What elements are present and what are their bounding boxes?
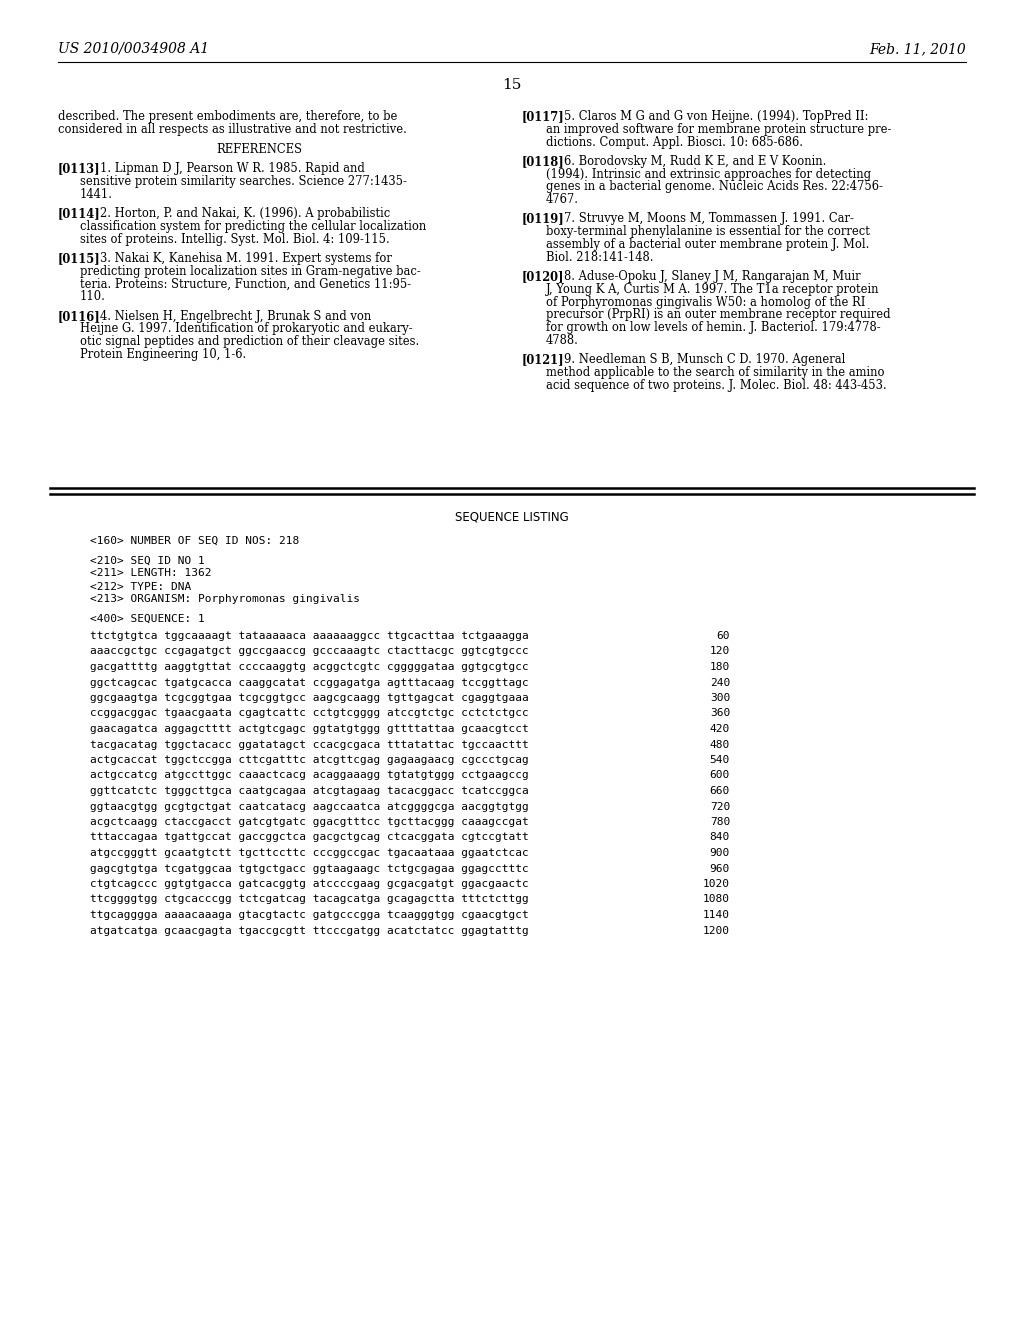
Text: US 2010/0034908 A1: US 2010/0034908 A1	[58, 42, 209, 55]
Text: [0119]: [0119]	[522, 213, 565, 226]
Text: 840: 840	[710, 833, 730, 842]
Text: 8. Aduse-Opoku J, Slaney J M, Rangarajan M, Muir: 8. Aduse-Opoku J, Slaney J M, Rangarajan…	[564, 271, 860, 282]
Text: 7. Struvye M, Moons M, Tommassen J. 1991. Car-: 7. Struvye M, Moons M, Tommassen J. 1991…	[564, 213, 854, 226]
Text: 9. Needleman S B, Munsch C D. 1970. Ageneral: 9. Needleman S B, Munsch C D. 1970. Agen…	[564, 354, 846, 366]
Text: ccggacggac tgaacgaata cgagtcattc cctgtcgggg atccgtctgc cctctctgcc: ccggacggac tgaacgaata cgagtcattc cctgtcg…	[90, 709, 528, 718]
Text: 4. Nielsen H, Engelbrecht J, Brunak S and von: 4. Nielsen H, Engelbrecht J, Brunak S an…	[100, 310, 372, 322]
Text: ggcgaagtga tcgcggtgaa tcgcggtgcc aagcgcaagg tgttgagcat cgaggtgaaa: ggcgaagtga tcgcggtgaa tcgcggtgcc aagcgca…	[90, 693, 528, 704]
Text: SEQUENCE LISTING: SEQUENCE LISTING	[455, 510, 569, 523]
Text: acid sequence of two proteins. J. Molec. Biol. 48: 443-453.: acid sequence of two proteins. J. Molec.…	[546, 379, 887, 392]
Text: [0113]: [0113]	[58, 162, 100, 176]
Text: classification system for predicting the cellular localization: classification system for predicting the…	[80, 220, 426, 234]
Text: precursor (PrpRI) is an outer membrane receptor required: precursor (PrpRI) is an outer membrane r…	[546, 309, 891, 321]
Text: gaacagatca aggagctttt actgtcgagc ggtatgtggg gttttattaa gcaacgtcct: gaacagatca aggagctttt actgtcgagc ggtatgt…	[90, 723, 528, 734]
Text: [0114]: [0114]	[58, 207, 100, 220]
Text: <211> LENGTH: 1362: <211> LENGTH: 1362	[90, 569, 212, 578]
Text: Feb. 11, 2010: Feb. 11, 2010	[869, 42, 966, 55]
Text: <210> SEQ ID NO 1: <210> SEQ ID NO 1	[90, 556, 205, 565]
Text: 720: 720	[710, 801, 730, 812]
Text: 110.: 110.	[80, 290, 105, 304]
Text: ttctgtgtca tggcaaaagt tataaaaaca aaaaaaggcc ttgcacttaa tctgaaagga: ttctgtgtca tggcaaaagt tataaaaaca aaaaaag…	[90, 631, 528, 642]
Text: aaaccgctgc ccgagatgct ggccgaaccg gcccaaagtc ctacttacgc ggtcgtgccc: aaaccgctgc ccgagatgct ggccgaaccg gcccaaa…	[90, 647, 528, 656]
Text: [0115]: [0115]	[58, 252, 100, 265]
Text: (1994). Intrinsic and extrinsic approaches for detecting: (1994). Intrinsic and extrinsic approach…	[546, 168, 871, 181]
Text: ggctcagcac tgatgcacca caaggcatat ccggagatga agtttacaag tccggttagc: ggctcagcac tgatgcacca caaggcatat ccggaga…	[90, 677, 528, 688]
Text: J, Young K A, Curtis M A. 1997. The T1a receptor protein: J, Young K A, Curtis M A. 1997. The T1a …	[546, 282, 880, 296]
Text: 1140: 1140	[703, 909, 730, 920]
Text: 6. Borodovsky M, Rudd K E, and E V Koonin.: 6. Borodovsky M, Rudd K E, and E V Kooni…	[564, 154, 826, 168]
Text: of Porphyromonas gingivalis W50: a homolog of the RI: of Porphyromonas gingivalis W50: a homol…	[546, 296, 865, 309]
Text: 480: 480	[710, 739, 730, 750]
Text: 660: 660	[710, 785, 730, 796]
Text: [0121]: [0121]	[522, 354, 564, 366]
Text: 420: 420	[710, 723, 730, 734]
Text: atgatcatga gcaacgagta tgaccgcgtt ttcccgatgg acatctatcc ggagtatttg: atgatcatga gcaacgagta tgaccgcgtt ttcccga…	[90, 925, 528, 936]
Text: [0120]: [0120]	[522, 271, 564, 282]
Text: 2. Horton, P. and Nakai, K. (1996). A probabilistic: 2. Horton, P. and Nakai, K. (1996). A pr…	[100, 207, 390, 220]
Text: ggtaacgtgg gcgtgctgat caatcatacg aagccaatca atcggggcga aacggtgtgg: ggtaacgtgg gcgtgctgat caatcatacg aagccaa…	[90, 801, 528, 812]
Text: 900: 900	[710, 847, 730, 858]
Text: dictions. Comput. Appl. Biosci. 10: 685-686.: dictions. Comput. Appl. Biosci. 10: 685-…	[546, 136, 803, 149]
Text: 120: 120	[710, 647, 730, 656]
Text: predicting protein localization sites in Gram-negative bac-: predicting protein localization sites in…	[80, 265, 421, 279]
Text: actgccatcg atgccttggc caaactcacg acaggaaagg tgtatgtggg cctgaagccg: actgccatcg atgccttggc caaactcacg acaggaa…	[90, 771, 528, 780]
Text: gagcgtgtga tcgatggcaa tgtgctgacc ggtaagaagc tctgcgagaa ggagcctttc: gagcgtgtga tcgatggcaa tgtgctgacc ggtaaga…	[90, 863, 528, 874]
Text: 1020: 1020	[703, 879, 730, 888]
Text: [0116]: [0116]	[58, 310, 100, 322]
Text: assembly of a bacterial outer membrane protein J. Mol.: assembly of a bacterial outer membrane p…	[546, 238, 869, 251]
Text: acgctcaagg ctaccgacct gatcgtgatc ggacgtttcc tgcttacggg caaagccgat: acgctcaagg ctaccgacct gatcgtgatc ggacgtt…	[90, 817, 528, 828]
Text: <400> SEQUENCE: 1: <400> SEQUENCE: 1	[90, 614, 205, 624]
Text: 60: 60	[717, 631, 730, 642]
Text: tttaccagaa tgattgccat gaccggctca gacgctgcag ctcacggata cgtccgtatt: tttaccagaa tgattgccat gaccggctca gacgctg…	[90, 833, 528, 842]
Text: tacgacatag tggctacacc ggatatagct ccacgcgaca tttatattac tgccaacttt: tacgacatag tggctacacc ggatatagct ccacgcg…	[90, 739, 528, 750]
Text: Protein Engineering 10, 1-6.: Protein Engineering 10, 1-6.	[80, 348, 246, 362]
Text: otic signal peptides and prediction of their cleavage sites.: otic signal peptides and prediction of t…	[80, 335, 419, 348]
Text: atgccgggtt gcaatgtctt tgcttccttc cccggccgac tgacaataaa ggaatctcac: atgccgggtt gcaatgtctt tgcttccttc cccggcc…	[90, 847, 528, 858]
Text: [0118]: [0118]	[522, 154, 565, 168]
Text: sensitive protein similarity searches. Science 277:1435-: sensitive protein similarity searches. S…	[80, 176, 407, 189]
Text: 240: 240	[710, 677, 730, 688]
Text: considered in all respects as illustrative and not restrictive.: considered in all respects as illustrati…	[58, 123, 407, 136]
Text: an improved software for membrane protein structure pre-: an improved software for membrane protei…	[546, 123, 891, 136]
Text: genes in a bacterial genome. Nucleic Acids Res. 22:4756-: genes in a bacterial genome. Nucleic Aci…	[546, 181, 883, 194]
Text: 1080: 1080	[703, 895, 730, 904]
Text: 300: 300	[710, 693, 730, 704]
Text: [0117]: [0117]	[522, 110, 565, 123]
Text: 1441.: 1441.	[80, 187, 113, 201]
Text: actgcaccat tggctccgga cttcgatttc atcgttcgag gagaagaacg cgccctgcag: actgcaccat tggctccgga cttcgatttc atcgttc…	[90, 755, 528, 766]
Text: 1200: 1200	[703, 925, 730, 936]
Text: gacgattttg aaggtgttat ccccaaggtg acggctcgtc cgggggataa ggtgcgtgcc: gacgattttg aaggtgttat ccccaaggtg acggctc…	[90, 663, 528, 672]
Text: ttcggggtgg ctgcacccgg tctcgatcag tacagcatga gcagagctta tttctcttgg: ttcggggtgg ctgcacccgg tctcgatcag tacagca…	[90, 895, 528, 904]
Text: 15: 15	[503, 78, 521, 92]
Text: <160> NUMBER OF SEQ ID NOS: 218: <160> NUMBER OF SEQ ID NOS: 218	[90, 536, 299, 546]
Text: <213> ORGANISM: Porphyromonas gingivalis: <213> ORGANISM: Porphyromonas gingivalis	[90, 594, 360, 605]
Text: 540: 540	[710, 755, 730, 766]
Text: ttgcagggga aaaacaaaga gtacgtactc gatgcccgga tcaagggtgg cgaacgtgct: ttgcagggga aaaacaaaga gtacgtactc gatgccc…	[90, 909, 528, 920]
Text: 4767.: 4767.	[546, 193, 579, 206]
Text: 180: 180	[710, 663, 730, 672]
Text: method applicable to the search of similarity in the amino: method applicable to the search of simil…	[546, 366, 885, 379]
Text: REFERENCES: REFERENCES	[216, 144, 302, 156]
Text: boxy-terminal phenylalanine is essential for the correct: boxy-terminal phenylalanine is essential…	[546, 226, 869, 238]
Text: sites of proteins. Intellig. Syst. Mol. Biol. 4: 109-115.: sites of proteins. Intellig. Syst. Mol. …	[80, 232, 390, 246]
Text: Heijne G. 1997. Identification of prokaryotic and eukary-: Heijne G. 1997. Identification of prokar…	[80, 322, 413, 335]
Text: 360: 360	[710, 709, 730, 718]
Text: for growth on low levels of hemin. J. Bacteriol. 179:4778-: for growth on low levels of hemin. J. Ba…	[546, 321, 881, 334]
Text: 3. Nakai K, Kanehisa M. 1991. Expert systems for: 3. Nakai K, Kanehisa M. 1991. Expert sys…	[100, 252, 392, 265]
Text: teria. Proteins: Structure, Function, and Genetics 11:95-: teria. Proteins: Structure, Function, an…	[80, 277, 411, 290]
Text: ggttcatctc tgggcttgca caatgcagaa atcgtagaag tacacggacc tcatccggca: ggttcatctc tgggcttgca caatgcagaa atcgtag…	[90, 785, 528, 796]
Text: 960: 960	[710, 863, 730, 874]
Text: 600: 600	[710, 771, 730, 780]
Text: 4788.: 4788.	[546, 334, 579, 347]
Text: 5. Claros M G and G von Heijne. (1994). TopPred II:: 5. Claros M G and G von Heijne. (1994). …	[564, 110, 868, 123]
Text: described. The present embodiments are, therefore, to be: described. The present embodiments are, …	[58, 110, 397, 123]
Text: ctgtcagccc ggtgtgacca gatcacggtg atccccgaag gcgacgatgt ggacgaactc: ctgtcagccc ggtgtgacca gatcacggtg atccccg…	[90, 879, 528, 888]
Text: 780: 780	[710, 817, 730, 828]
Text: <212> TYPE: DNA: <212> TYPE: DNA	[90, 582, 191, 591]
Text: Biol. 218:141-148.: Biol. 218:141-148.	[546, 251, 653, 264]
Text: 1. Lipman D J, Pearson W R. 1985. Rapid and: 1. Lipman D J, Pearson W R. 1985. Rapid …	[100, 162, 365, 176]
